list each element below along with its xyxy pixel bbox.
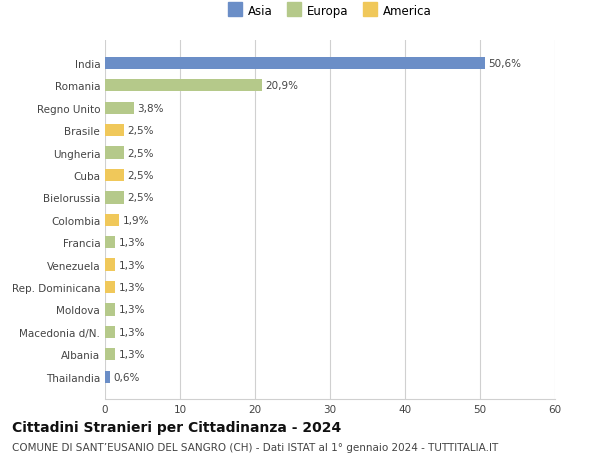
Bar [105, 147, 124, 159]
Text: 20,9%: 20,9% [265, 81, 299, 91]
Text: 1,3%: 1,3% [119, 260, 145, 270]
Text: 3,8%: 3,8% [137, 103, 164, 113]
Bar [105, 348, 115, 361]
Text: 2,5%: 2,5% [128, 126, 154, 136]
Bar [105, 192, 124, 204]
Bar [105, 304, 115, 316]
Text: 2,5%: 2,5% [128, 148, 154, 158]
Text: 1,3%: 1,3% [119, 327, 145, 337]
Bar [105, 371, 110, 383]
Bar [105, 102, 133, 115]
Legend: Asia, Europa, America: Asia, Europa, America [224, 0, 436, 23]
Text: 1,3%: 1,3% [119, 282, 145, 292]
Text: 0,6%: 0,6% [113, 372, 140, 382]
Text: 1,3%: 1,3% [119, 350, 145, 359]
Bar [105, 80, 262, 92]
Bar [105, 281, 115, 294]
Bar [105, 259, 115, 271]
Bar [105, 57, 485, 70]
Text: Cittadini Stranieri per Cittadinanza - 2024: Cittadini Stranieri per Cittadinanza - 2… [12, 420, 341, 434]
Bar [105, 214, 119, 226]
Text: 50,6%: 50,6% [488, 59, 521, 69]
Text: 1,3%: 1,3% [119, 238, 145, 248]
Text: 2,5%: 2,5% [128, 193, 154, 203]
Bar [105, 125, 124, 137]
Text: 1,9%: 1,9% [123, 215, 149, 225]
Bar [105, 326, 115, 338]
Text: 2,5%: 2,5% [128, 171, 154, 180]
Text: 1,3%: 1,3% [119, 305, 145, 315]
Bar [105, 169, 124, 182]
Bar [105, 236, 115, 249]
Text: COMUNE DI SANT’EUSANIO DEL SANGRO (CH) - Dati ISTAT al 1° gennaio 2024 - TUTTITA: COMUNE DI SANT’EUSANIO DEL SANGRO (CH) -… [12, 442, 498, 452]
